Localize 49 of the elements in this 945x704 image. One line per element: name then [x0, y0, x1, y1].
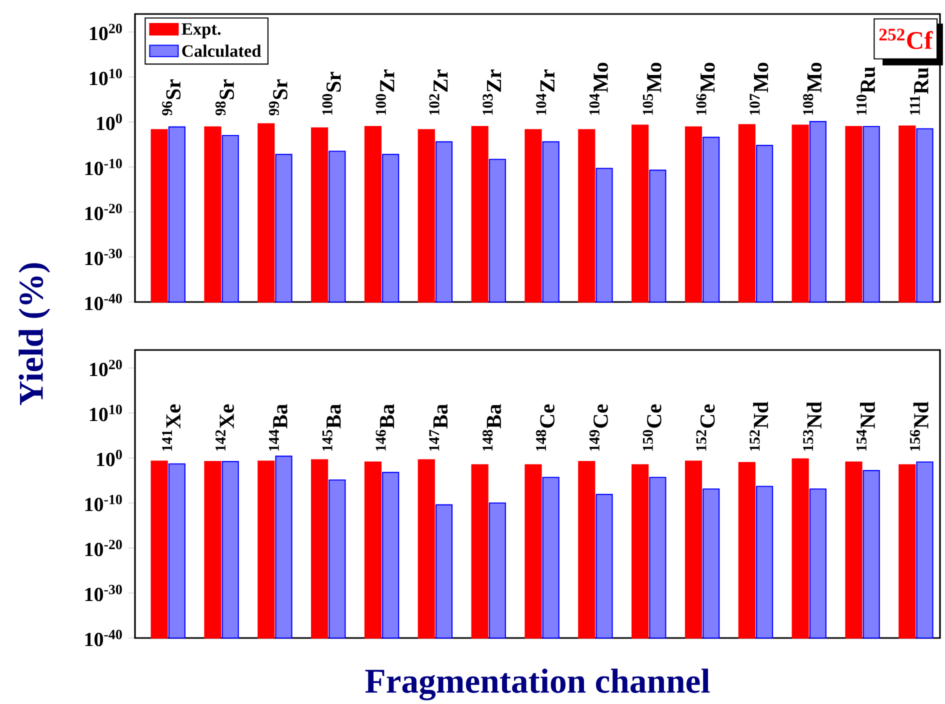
y-tick-label: 10$^{-30}$ [85, 584, 122, 602]
x-tick-label: $^{105}$Mo [642, 62, 662, 115]
x-tick-label: $^{145}$Ba [322, 404, 341, 451]
y-tick-label: 10$^{20}$ [90, 24, 122, 40]
x-tick-label: $^{147}$Ba [429, 404, 448, 451]
y-tick-label: 10$^{-10}$ [85, 494, 122, 512]
x-tick-label: $^{152}$Nd [750, 402, 768, 451]
y-tick-label: 10$^{10}$ [90, 404, 122, 422]
y-axis-title: Yield (%) [18, 263, 50, 406]
x-tick-label: $^{104}$Zr [536, 70, 554, 115]
y-tick-label: 10$^{10}$ [90, 68, 122, 86]
x-tick-label: $^{98}$Sr [215, 79, 234, 116]
x-tick-label: $^{100}$Sr [322, 72, 341, 115]
x-tick-label: $^{104}$Mo [589, 62, 608, 115]
x-tick-label: $^{103}$Zr [482, 70, 501, 115]
y-tick-label: 10$^{0}$ [97, 114, 122, 130]
x-tick-label: $^{99}$Sr [268, 79, 288, 116]
x-tick-label: $^{144}$Ba [268, 404, 288, 451]
x-tick-label: $^{152}$Ce [696, 404, 715, 451]
x-tick-label: $^{154}$Nd [856, 402, 875, 451]
x-tick-label: $^{156}$Nd [910, 402, 928, 451]
x-tick-label: $^{148}$Ce [536, 404, 554, 451]
y-tick-label: 10$^{-20}$ [85, 540, 122, 556]
x-axis-title: Fragmentation channel [365, 668, 710, 700]
x-tick-label: $^{148}$Ba [482, 404, 502, 451]
x-tick-label: $^{100}$Zr [376, 70, 394, 115]
x-tick-label: $^{108}$Mo [803, 62, 822, 115]
y-tick-label: 10$^{-20}$ [85, 204, 122, 220]
x-tick-label: $^{111}$Ru [910, 68, 928, 115]
x-tick-label: $^{153}$Nd [803, 402, 822, 451]
y-tick-label: 10$^{-40}$ [85, 630, 122, 646]
y-tick-label: 10$^{20}$ [90, 360, 122, 376]
x-tick-label: $^{141}$Xe [162, 404, 181, 451]
x-tick-label: $^{102}$Zr [429, 70, 448, 115]
legend-label: Expt. [182, 23, 221, 38]
y-tick-label: 10$^{0}$ [97, 450, 122, 466]
y-tick-label: 10$^{-40}$ [85, 294, 122, 310]
annotation: $^{252}$Cf [879, 28, 933, 50]
y-tick-label: 10$^{-10}$ [85, 158, 122, 176]
x-tick-label: $^{150}$Ce [642, 404, 662, 451]
x-tick-label: $^{149}$Ce [589, 404, 608, 451]
x-tick-label: $^{110}$Ru [856, 66, 876, 115]
x-tick-label: $^{96}$Sr [162, 79, 181, 116]
x-tick-label: $^{106}$Mo [696, 62, 715, 115]
legend-label: Calculated [182, 44, 262, 57]
y-tick-label: 10$^{-30}$ [85, 248, 122, 266]
x-tick-label: $^{142}$Xe [216, 404, 234, 451]
x-tick-label: $^{107}$Mo [750, 62, 768, 115]
x-tick-label: $^{146}$Ba [376, 404, 394, 451]
